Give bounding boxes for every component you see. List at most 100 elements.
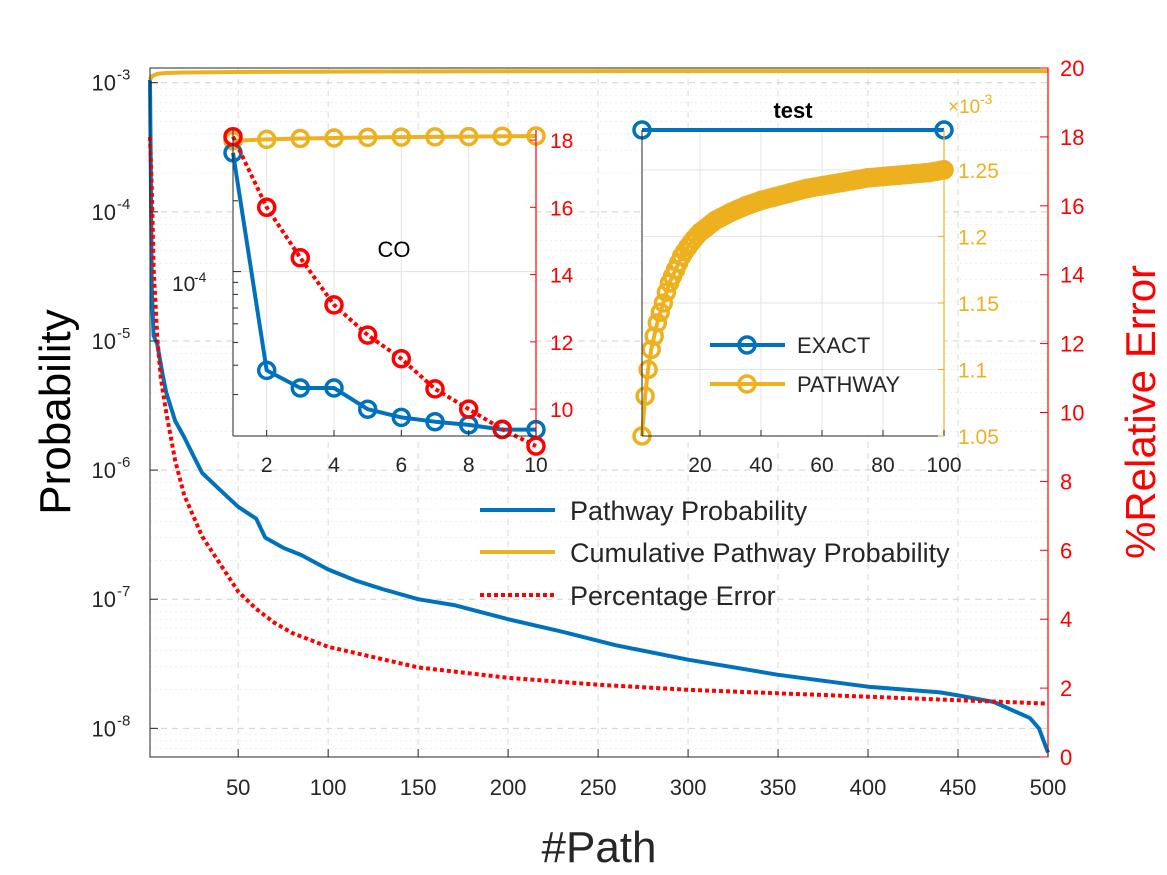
main-x-tick-label: 500 <box>1030 775 1067 800</box>
main-y-tick-label-exponent: -8 <box>117 712 130 729</box>
inset-co-series-percentage-error-marker <box>458 399 479 419</box>
series-percentage-error <box>148 136 1049 706</box>
inset-co-series-percentage-error-marker <box>290 248 311 268</box>
inset-co-series-cumulative-line <box>232 134 537 143</box>
inset-test-series-pathway-marker <box>656 282 677 303</box>
main-y-tick-label-exponent: -5 <box>117 325 130 342</box>
main-y-tick-label-exponent: -3 <box>117 67 130 84</box>
y-axis-label: Probability <box>31 309 80 514</box>
inset-test-series-pathway-marker <box>641 339 661 360</box>
inset-co-series-percentage-error-marker <box>324 295 344 315</box>
inset-co-x-tick-label: 2 <box>261 454 273 477</box>
inset-co-right-tick-label: 10 <box>550 399 573 422</box>
inset-test-series-pathway-marker <box>644 326 664 346</box>
inset-test-series-pathway-marker <box>650 302 671 323</box>
main-right-tick-label: 12 <box>1060 332 1084 357</box>
inset-co-right-tick-label: 12 <box>550 332 573 355</box>
legend-label-pathway: PATHWAY <box>797 372 900 397</box>
main-x-tick-label: 250 <box>580 775 617 800</box>
main-x-tick-label: 150 <box>400 775 437 800</box>
inset-co-series-cumulative-marker <box>492 126 513 147</box>
inset-test-right-ticks: 1.05 1.1 1.15 1.2 1.25 <box>938 160 999 449</box>
main-right-tick-label: 18 <box>1060 125 1084 150</box>
inset-co-series-percentage-error-marker <box>526 436 546 456</box>
main-y-tick-label-exponent: -4 <box>117 196 130 213</box>
inset-co-series-pathway-probability-marker <box>290 378 311 398</box>
main-right-tick-label: 0 <box>1060 745 1072 770</box>
main-right-tick-label: 10 <box>1060 401 1084 426</box>
inset-co-right-ticks: 10 12 14 16 18 <box>530 130 574 422</box>
inset-test-right-tick-label: 1.05 <box>958 426 999 449</box>
main-right-tick-label: 14 <box>1060 263 1084 288</box>
inset-test-x-tick-label: 60 <box>810 454 833 477</box>
inset-co-x-tick-label: 10 <box>524 454 547 477</box>
inset-co-x-tick-label: 4 <box>328 454 340 477</box>
inset-test-right-tick-label: 1.25 <box>958 160 999 183</box>
main-x-tick-label: 50 <box>226 775 250 800</box>
inset-co-series-cumulative-marker <box>290 128 311 149</box>
main-x-ticks: 50 100 150 200 250 300 350 400 450 500 <box>226 749 1066 800</box>
inset-co-y-tick-base: 10 <box>172 273 195 296</box>
inset-test-x-tick-label: 20 <box>688 454 711 477</box>
legend-marker-exact <box>737 335 757 355</box>
main-y-tick-label-base: 10 <box>92 458 116 483</box>
main-y-tick-label-base: 10 <box>92 716 116 741</box>
inset-co-right-tick-label: 16 <box>550 197 573 220</box>
inset-co-series-cumulative-marker <box>324 128 344 148</box>
inset-test-x-tick-label: 80 <box>871 454 894 477</box>
main-x-tick-label: 350 <box>760 775 797 800</box>
series-pathway-probability <box>148 79 1050 754</box>
main-y-tick-label-base: 10 <box>92 329 116 354</box>
legend-label-percentage-error: Percentage Error <box>570 581 776 611</box>
inset-co-title: CO <box>378 237 411 262</box>
inset-test-exponent-label: ×10 <box>948 97 980 118</box>
inset-test-exponent-power: -3 <box>980 91 993 107</box>
main-x-tick-label: 400 <box>850 775 887 800</box>
inset-co-series-pathway-probability-marker <box>324 378 344 398</box>
inset-co-series-percentage-error-line <box>231 135 537 448</box>
main-right-tick-label: 16 <box>1060 194 1084 219</box>
inset-co-x-tick-label: 8 <box>463 454 475 477</box>
main-y-tick-label-base: 10 <box>92 71 116 96</box>
inset-test-right-tick-label: 1.15 <box>958 293 999 316</box>
main-x-tick-label: 100 <box>310 775 347 800</box>
inset-test-x-tick-label: 40 <box>749 454 772 477</box>
y-axis-right-label: %Relative Error <box>1117 265 1164 559</box>
main-x-tick-label: 450 <box>940 775 977 800</box>
inset-test-series-pathway-marker <box>653 293 674 313</box>
inset-co-y-tick-exponent: -4 <box>194 269 207 285</box>
main-right-ticks: 0 2 4 6 8 10 12 14 16 18 20 <box>1040 56 1084 770</box>
inset-co-right-tick-label: 14 <box>550 265 574 288</box>
legend-marker-pathway <box>737 374 757 394</box>
main-x-tick-label: 300 <box>670 775 707 800</box>
inset-test-series-pathway-marker <box>635 386 655 406</box>
main-right-tick-label: 6 <box>1060 538 1072 563</box>
inset-co-series-cumulative-marker <box>458 126 479 147</box>
main-right-tick-label: 4 <box>1060 607 1072 632</box>
inset-test-x-ticks: 20 40 60 80 100 <box>688 430 962 477</box>
inset-co-x-tick-label: 6 <box>395 454 407 477</box>
main-legend: Pathway Probability Cumulative Pathway P… <box>480 496 950 611</box>
inset-co-series-percentage-error-marker <box>425 379 445 399</box>
main-right-tick-label: 2 <box>1060 676 1072 701</box>
inset-co-series-cumulative-marker <box>256 129 277 150</box>
main-series <box>148 69 1050 754</box>
main-y-ticks: 10-310-410-510-610-710-8 <box>92 67 158 741</box>
inset-co-right-tick-label: 18 <box>550 130 573 153</box>
inset-test-legend: EXACT PATHWAY <box>710 333 900 397</box>
inset-co-series-pathway-probability-marker <box>256 360 277 381</box>
main-right-tick-label: 20 <box>1060 56 1084 81</box>
inset-co-series-pathway-probability-marker <box>357 399 378 419</box>
main-y-tick-label-base: 10 <box>92 587 116 612</box>
inset-test-title: test <box>773 98 813 123</box>
main-right-tick-label: 8 <box>1060 469 1072 494</box>
inset-test-series-pathway-marker <box>638 359 658 380</box>
x-axis-label: #Path <box>542 823 657 872</box>
inset-co-series-percentage-error-marker <box>357 325 378 345</box>
inset-co-series-percentage-error-marker <box>391 348 412 369</box>
main-y-tick-label-base: 10 <box>92 200 116 225</box>
inset-co-series-pathway-probability-marker <box>425 411 445 432</box>
inset-test-series-pathway-marker <box>647 313 668 333</box>
inset-co-x-ticks: 2 4 6 8 10 <box>261 430 548 477</box>
